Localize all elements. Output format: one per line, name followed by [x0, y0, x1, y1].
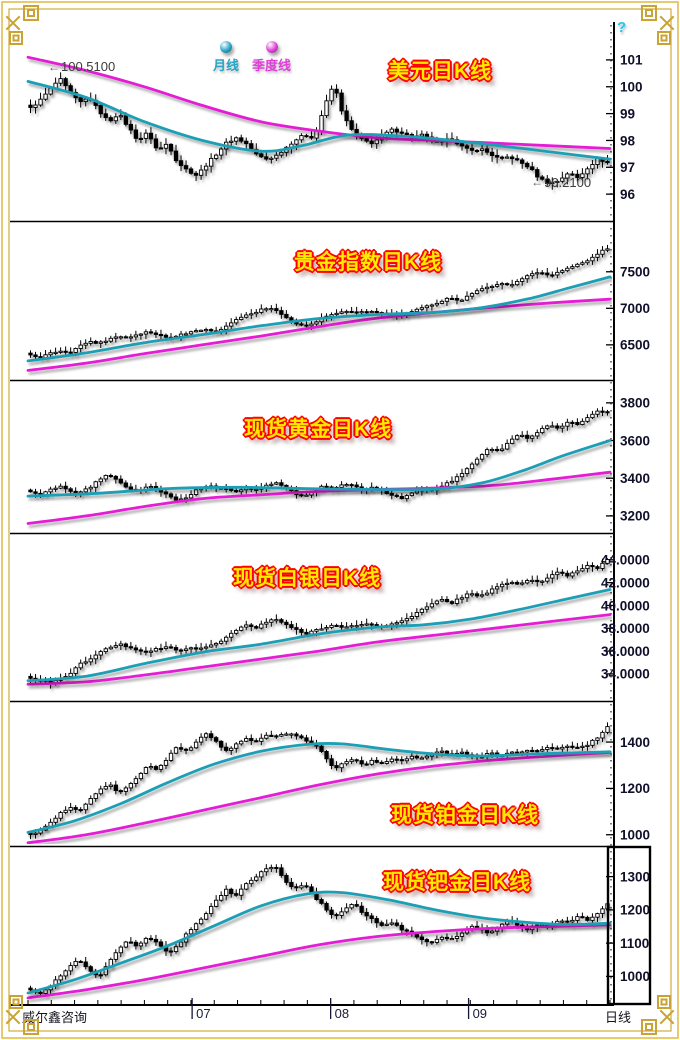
quarterly-ma-line	[26, 613, 612, 686]
panel-title-palladium: 现货钯金日K线	[383, 871, 532, 894]
brand-label: 威尔鑫咨询	[22, 1010, 88, 1025]
y-tick-label: 3200	[620, 509, 650, 524]
y-tick-label: 100	[620, 80, 643, 95]
chart-legend: 月线 季度线	[213, 41, 291, 74]
help-icon[interactable]: ?	[617, 19, 627, 36]
quarterly-line-label: 季度线	[252, 58, 292, 73]
low-annotation: ← 96.2100	[531, 175, 591, 190]
annotation-arrow-icon: ←	[48, 59, 60, 74]
y-tick-label: 38.0000	[601, 621, 650, 636]
panel-title-metals-index: 贵金指数日K线	[294, 251, 443, 274]
y-tick-label: 3600	[620, 433, 650, 448]
y-tick-label: 101	[620, 53, 643, 68]
y-tick-label: 42.0000	[601, 575, 650, 590]
x-axis-label: 09	[473, 1006, 487, 1021]
period-label[interactable]: 日线	[605, 1010, 632, 1025]
quarterly-ma-line	[26, 470, 612, 525]
monthly-ma-line	[26, 439, 612, 498]
y-tick-label: 1400	[620, 735, 650, 750]
y-tick-label: 1000	[620, 828, 650, 843]
y-tick-label: 3800	[620, 396, 650, 411]
y-tick-label: 1100	[620, 936, 649, 951]
low-annotation-value: 96.2100	[544, 174, 592, 190]
panel-title-platinum: 现货铂金日K线	[391, 804, 540, 827]
x-axis-label: 07	[196, 1006, 210, 1021]
high-annotation-value: 100.5100	[61, 59, 116, 75]
monthly-line-dot-icon	[220, 41, 232, 53]
y-tick-label: 40.0000	[601, 598, 650, 613]
quarterly-ma-line	[26, 751, 612, 844]
y-tick-label: 36.0000	[601, 644, 650, 659]
monthly-ma-line	[26, 588, 612, 683]
quarterly-ma-line	[26, 297, 612, 372]
monthly-ma-line	[26, 275, 612, 363]
legend-item-monthly: 月线	[213, 41, 239, 74]
monthly-ma-line	[26, 890, 612, 995]
y-tick-label: 1300	[620, 869, 650, 884]
quarterly-line-dot-icon	[265, 41, 278, 53]
y-tick-label: 99	[620, 106, 635, 121]
monthly-line-label: 月线	[213, 58, 240, 73]
y-tick-label: 7000	[620, 301, 650, 316]
y-tick-label: 3400	[620, 471, 650, 486]
high-annotation: ← 100.5100	[48, 59, 115, 74]
y-tick-label: 96	[620, 187, 636, 202]
y-tick-label: 97	[620, 160, 635, 175]
panel-title-silver: 现货白银日K线	[233, 567, 382, 590]
y-tick-label: 1200	[620, 781, 650, 796]
legend-item-quarterly: 季度线	[252, 41, 291, 74]
x-axis-label: 08	[335, 1006, 349, 1021]
y-tick-label: 1000	[620, 969, 650, 984]
y-tick-label: 1200	[620, 903, 650, 918]
y-tick-label: 98	[620, 133, 636, 148]
y-tick-label: 7500	[620, 265, 650, 280]
panel-title-usd: 美元日K线	[388, 60, 493, 83]
quarterly-ma-line	[26, 55, 612, 150]
axes: 101 100 99 98 97 96 7500 7000 6500 3800 3600 3400 32…	[10, 22, 650, 1021]
quarterly-ma-line	[26, 923, 612, 1000]
annotation-arrow-icon: ←	[531, 175, 544, 189]
y-tick-label: 6500	[620, 338, 650, 353]
panel-title-gold: 现货黄金日K线	[244, 418, 393, 441]
y-tick-label: 34.0000	[601, 667, 650, 682]
